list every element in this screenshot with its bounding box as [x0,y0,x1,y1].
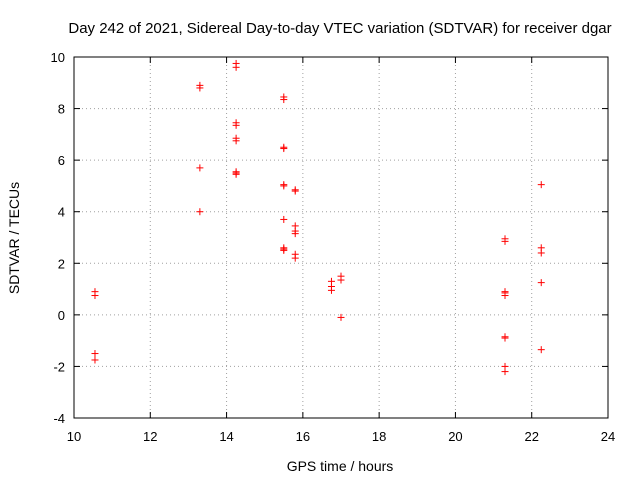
data-point [91,292,99,300]
data-point [327,286,335,294]
y-tick-label: 10 [51,50,65,65]
plot-frame [73,56,609,419]
data-point [280,246,288,254]
data-point [196,84,204,92]
y-tick-label: 2 [58,256,65,271]
data-point [501,237,509,245]
data-point [537,249,545,257]
data-point [291,254,299,262]
data-point [232,170,240,178]
data-point [91,356,99,364]
x-tick-label: 20 [448,429,462,444]
x-axis-label: GPS time / hours [287,458,394,474]
data-point [232,63,240,71]
data-points [91,59,545,376]
data-point [537,279,545,287]
y-tick-label: -4 [53,411,65,426]
data-point [232,137,240,145]
y-tick-labels: -4 -2 0 2 4 6 8 10 [51,50,65,426]
x-tick-label: 22 [524,429,538,444]
data-point [291,230,299,238]
x-tick-label: 24 [601,429,615,444]
x-tick-label: 10 [67,429,81,444]
data-point [337,276,345,284]
data-point [537,181,545,189]
data-point [280,96,288,104]
y-tick-label: 6 [58,153,65,168]
data-point [280,215,288,223]
y-axis-label: SDTVAR / TECUs [6,182,22,294]
data-point [501,292,509,300]
x-tick-label: 14 [219,429,233,444]
y-tick-label: 4 [58,205,65,220]
data-point [232,121,240,129]
x-tick-label: 12 [143,429,157,444]
data-point [280,182,288,190]
x-tick-label: 18 [372,429,386,444]
data-point [91,350,99,358]
x-tick-label: 16 [296,429,310,444]
y-tick-label: 8 [58,102,65,117]
y-tick-label: 0 [58,308,65,323]
axis-ticks [73,56,609,419]
data-point [537,346,545,354]
data-point [196,164,204,172]
y-tick-label: -2 [53,359,65,374]
data-point [196,208,204,216]
data-point [291,187,299,195]
x-tick-labels: 10 12 14 16 18 20 22 24 [67,429,615,444]
data-point [280,145,288,153]
data-point [501,334,509,342]
grid-lines [74,57,608,418]
data-point [337,313,345,321]
data-point [501,368,509,376]
chart-title: Day 242 of 2021, Sidereal Day-to-day VTE… [68,20,611,37]
